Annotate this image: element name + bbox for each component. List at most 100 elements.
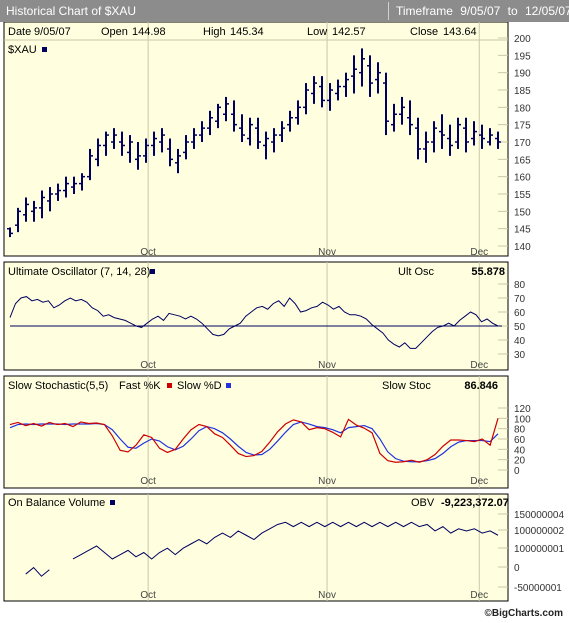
ohlc-bar: [127, 135, 133, 163]
ohlc-bar: [495, 131, 501, 149]
ohlc-bar: [375, 62, 381, 94]
ohlc-bar: [135, 142, 141, 170]
obv-legend-swatch: [110, 500, 115, 505]
y-tick-label: 60: [514, 308, 526, 319]
y-tick-label: 150000004: [514, 510, 564, 521]
x-tick-label: Nov: [318, 590, 336, 601]
info-close-value: 143.64: [443, 26, 477, 38]
ohlc-bar: [319, 76, 325, 108]
ohlc-bar: [255, 117, 261, 149]
y-tick-label: 100000001: [514, 544, 564, 555]
y-tick-label: 120: [514, 404, 531, 415]
y-tick-label: 160: [514, 173, 531, 184]
panel-1-frame: [3, 22, 509, 257]
ohlc-bar: [167, 138, 173, 167]
ohlc-bar: [47, 187, 53, 212]
uo-series-line: [9, 296, 499, 349]
timeframe-to: 12/05/07: [525, 4, 569, 18]
ohlc-bar: [71, 176, 77, 194]
info-open-label: Open: [101, 26, 128, 38]
stoch-legend-fastk-swatch: [167, 383, 172, 388]
ohlc-bar: [279, 121, 285, 142]
y-tick-label: 170: [514, 138, 531, 149]
ohlc-bar: [455, 117, 461, 149]
ohlc-bar: [471, 121, 477, 146]
y-tick-label: 165: [514, 155, 531, 166]
x-tick-label: Oct: [140, 247, 156, 258]
ohlc-bar: [399, 96, 405, 125]
y-tick-label: 180: [514, 103, 531, 114]
obv-value-label: OBV: [411, 497, 435, 509]
y-tick-label: 0: [514, 466, 520, 477]
ohlc-bar: [191, 128, 197, 149]
ohlc-bar: [231, 100, 237, 132]
panel-4-frame: [3, 493, 509, 602]
stoch-value: 86.846: [464, 380, 498, 392]
ohlc-bar: [39, 190, 45, 219]
y-tick-label: 195: [514, 51, 531, 62]
x-tick-label: Nov: [318, 247, 336, 258]
ohlc-bar: [287, 110, 293, 132]
ohlc-bar: [311, 76, 317, 104]
timeframe-label: Timeframe: [396, 4, 453, 18]
ohlc-bar: [359, 48, 365, 87]
ohlc-bar: [87, 148, 93, 181]
y-tick-label: 50: [514, 322, 526, 333]
ohlc-bar: [423, 131, 429, 163]
panel-3-frame: [3, 375, 509, 489]
ohlc-bar: [103, 131, 109, 156]
y-tick-label: 145: [514, 225, 531, 236]
ohlc-bar: [263, 131, 269, 160]
uo-title: Ultimate Oscillator (7, 14, 28): [8, 266, 150, 278]
ohlc-bar: [391, 103, 397, 132]
stoch-fastk-line: [9, 418, 499, 463]
ohlc-bar: [175, 148, 181, 174]
ohlc-bar: [295, 100, 301, 125]
ohlc-bar: [447, 124, 453, 156]
ohlc-bar: [215, 103, 221, 129]
charts-canvas: Date 9/05/07 Open 144.98 High 145.34 Low 142.57…: [3, 22, 564, 602]
ohlc-bar: [207, 110, 213, 136]
info-open-value: 144.98: [132, 26, 166, 38]
y-tick-label: -50000001: [514, 583, 562, 594]
ohlc-bar: [95, 138, 101, 167]
ohlc-bar: [31, 200, 37, 222]
uo-legend-swatch: [150, 269, 155, 274]
uo-value: 55.878: [471, 266, 505, 278]
ohlc-bar: [55, 183, 61, 201]
info-date-label: Date: [8, 26, 31, 38]
y-tick-label: 100000002: [514, 526, 564, 537]
y-tick-label: 40: [514, 445, 526, 456]
ohlc-bar: [367, 55, 373, 97]
obv-value: -9,223,372.07: [441, 497, 509, 509]
x-tick-label: Nov: [318, 476, 336, 487]
y-tick-label: 155: [514, 190, 531, 201]
ohlc-bar: [351, 55, 357, 94]
y-tick-label: 140: [514, 242, 531, 253]
ohlc-bar: [119, 131, 125, 156]
ohlc-bar: [143, 138, 149, 163]
ohlc-bar: [111, 128, 117, 149]
ohlc-bar: [151, 131, 157, 156]
panel-2-frame: [3, 261, 509, 371]
chart-header: Historical Chart of $XAU Timeframe 9/05/…: [0, 0, 569, 22]
ohlc-bar: [15, 207, 21, 233]
chart-title: Historical Chart of $XAU: [6, 4, 137, 18]
x-tick-label: Dec: [470, 360, 488, 371]
y-tick-label: 175: [514, 121, 531, 132]
y-tick-label: 40: [514, 336, 526, 347]
info-close-label: Close: [410, 26, 438, 38]
ohlc-bar: [303, 83, 309, 115]
obv-series-line: [25, 566, 50, 577]
ohlc-bar: [327, 83, 333, 111]
x-tick-label: Oct: [140, 590, 156, 601]
stoch-title: Slow Stochastic(5,5): [8, 380, 108, 392]
ohlc-bar: [159, 128, 165, 153]
ohlc-bar: [7, 227, 13, 238]
y-tick-label: 0: [514, 563, 520, 574]
x-tick-label: Dec: [470, 476, 488, 487]
x-tick-label: Nov: [318, 360, 336, 371]
y-tick-label: 20: [514, 456, 526, 467]
ohlc-bar: [271, 128, 277, 153]
y-tick-label: 200: [514, 34, 531, 45]
